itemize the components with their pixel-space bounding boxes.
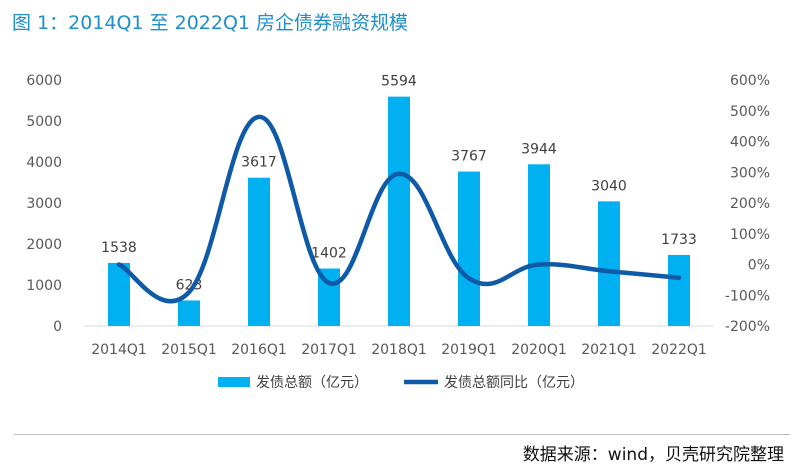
y-right-tick-label: 300% <box>730 165 770 181</box>
y-left-tick-label: 1000 <box>26 278 62 294</box>
yoy-line <box>116 114 682 304</box>
x-tick-label: 2018Q1 <box>371 342 427 358</box>
y-left-tick-label: 4000 <box>26 155 62 171</box>
bar <box>108 262 130 326</box>
footer-divider <box>14 434 790 435</box>
bar-data-label: 1538 <box>101 240 137 256</box>
bar <box>528 164 550 326</box>
bar-series <box>108 96 690 326</box>
y-left-axis: 0 1000 2000 3000 4000 5000 6000 <box>26 73 62 335</box>
legend: 发债总额（亿元） 发债总额同比（亿元） <box>218 375 584 391</box>
legend-label-line: 发债总额同比（亿元） <box>444 375 584 391</box>
y-right-tick-label: 600% <box>730 73 770 89</box>
y-right-tick-label: 500% <box>730 104 770 120</box>
y-right-tick-label: 200% <box>730 196 770 212</box>
bar-data-label: 3767 <box>451 149 487 165</box>
y-right-tick-label: 0% <box>748 258 770 274</box>
x-tick-label: 2021Q1 <box>581 342 637 358</box>
source-note: 数据来源：wind，贝壳研究院整理 <box>522 445 784 465</box>
bar <box>388 96 410 326</box>
y-left-tick-label: 6000 <box>26 73 62 89</box>
y-right-tick-label: -100% <box>725 288 770 304</box>
x-tick-label: 2015Q1 <box>161 342 217 358</box>
bar-data-label: 3617 <box>241 155 277 171</box>
bar-data-label: 3944 <box>521 141 557 157</box>
y-left-tick-label: 3000 <box>26 196 62 212</box>
x-tick-label: 2022Q1 <box>651 342 707 358</box>
x-tick-label: 2014Q1 <box>91 342 147 358</box>
bar-data-label: 5594 <box>381 74 417 90</box>
x-tick-label: 2017Q1 <box>301 342 357 358</box>
bar <box>668 254 690 326</box>
y-left-tick-label: 0 <box>53 319 62 335</box>
bar <box>458 171 480 326</box>
x-tick-label: 2016Q1 <box>231 342 287 358</box>
x-tick-label: 2019Q1 <box>441 342 497 358</box>
chart-title: 图 1：2014Q1 至 2022Q1 房企债券融资规模 <box>12 12 409 34</box>
legend-label-bar: 发债总额（亿元） <box>256 375 368 391</box>
bar <box>178 300 200 326</box>
bar <box>248 177 270 326</box>
y-right-tick-label: -200% <box>725 319 770 335</box>
bar <box>598 201 620 326</box>
bar-data-label: 1402 <box>311 246 347 262</box>
y-right-tick-label: 400% <box>730 135 770 151</box>
y-right-axis: -200% -100% 0% 100% 200% 300% 400% 500% 600% <box>725 73 770 335</box>
y-left-tick-label: 2000 <box>26 237 62 253</box>
y-right-tick-label: 100% <box>730 227 770 243</box>
bar-data-label: 3040 <box>591 178 627 194</box>
y-left-tick-label: 5000 <box>26 114 62 130</box>
chart-area: 0 1000 2000 3000 4000 5000 6000 -200% -100% 0% 10… <box>26 73 770 391</box>
x-tick-label: 2020Q1 <box>511 342 567 358</box>
legend-swatch-bar <box>218 377 250 387</box>
x-axis: 2014Q1 2015Q1 2016Q1 2017Q1 2018Q1 2019Q1 2020… <box>91 342 707 358</box>
bar-data-label: 1733 <box>661 232 697 248</box>
